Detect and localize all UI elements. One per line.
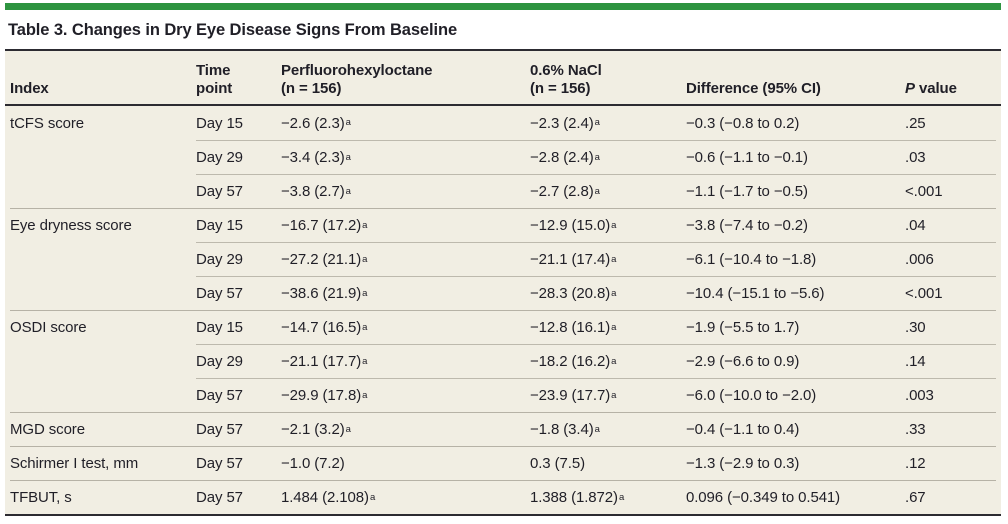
cell-pvalue: <.001: [905, 276, 996, 310]
cell-timepoint: Day 15: [196, 310, 281, 344]
table-row: tCFS score Day 15 −2.6 (2.3) a −2.3 (2.4)…: [5, 106, 1001, 140]
cell-nacl: −28.3 (20.8) a: [530, 276, 686, 310]
table-row: Schirmer I test, mm Day 57 −1.0 (7.2) 0.…: [5, 446, 1001, 480]
cell-difference: −0.6 (−1.1 to −0.1): [686, 140, 905, 174]
table-row: MGD score Day 57 −2.1 (3.2) a −1.8 (3.4) a…: [5, 412, 1001, 446]
cell-index: MGD score: [10, 412, 196, 446]
cell-nacl: −2.3 (2.4) a: [530, 114, 600, 132]
cell-timepoint: Day 29: [196, 140, 281, 174]
cell-pvalue: .04: [905, 208, 996, 242]
cell-pfho: −29.9 (17.8) a: [281, 378, 530, 412]
accent-bar: [5, 3, 1001, 10]
cell-nacl: −12.9 (15.0) a: [530, 208, 686, 242]
cell-index: OSDI score: [10, 310, 196, 344]
cell-pfho: −14.7 (16.5) a: [281, 310, 530, 344]
cell-nacl: −2.8 (2.4) a: [530, 140, 686, 174]
cell-timepoint: Day 29: [196, 344, 281, 378]
cell-pvalue: .25: [905, 114, 926, 132]
table-header-row: Index Time point Perfluorohexyloctane (n…: [5, 51, 1001, 106]
cell-nacl: −21.1 (17.4) a: [530, 242, 686, 276]
cell-difference: −3.8 (−7.4 to −0.2): [686, 208, 905, 242]
cell-difference: −10.4 (−15.1 to −5.6): [686, 276, 905, 310]
cell-index: Schirmer I test, mm: [10, 446, 196, 480]
cell-difference: −2.9 (−6.6 to 0.9): [686, 344, 905, 378]
cell-timepoint: Day 15: [196, 114, 243, 132]
table-row: TFBUT, s Day 57 1.484 (2.108) a 1.388 (1.…: [5, 480, 1001, 514]
cell-pvalue: .33: [905, 412, 996, 446]
cell-timepoint: Day 57: [196, 174, 281, 208]
cell-index: tCFS score: [10, 114, 85, 132]
cell-timepoint: Day 57: [196, 480, 281, 514]
cell-nacl: −12.8 (16.1) a: [530, 310, 686, 344]
cell-index: [10, 276, 196, 310]
cell-difference: −1.9 (−5.5 to 1.7): [686, 310, 905, 344]
cell-nacl: −23.9 (17.7) a: [530, 378, 686, 412]
cell-pvalue: .006: [905, 242, 996, 276]
cell-pfho: −3.4 (2.3) a: [281, 140, 530, 174]
cell-timepoint: Day 29: [196, 242, 281, 276]
table-row: Day 29 −3.4 (2.3) a −2.8 (2.4) a −0.6 (−1.…: [5, 140, 1001, 174]
cell-pfho: −38.6 (21.9) a: [281, 276, 530, 310]
cell-pvalue: <.001: [905, 174, 996, 208]
table-row: OSDI score Day 15 −14.7 (16.5) a −12.8 (1…: [5, 310, 1001, 344]
cell-index: [10, 174, 196, 208]
cell-pvalue: .12: [905, 446, 996, 480]
table-title: Table 3. Changes in Dry Eye Disease Sign…: [5, 10, 1001, 51]
cell-pfho: −27.2 (21.1) a: [281, 242, 530, 276]
cell-pvalue: .03: [905, 140, 996, 174]
cell-nacl: −2.7 (2.8) a: [530, 174, 686, 208]
cell-index: [10, 378, 196, 412]
cell-difference: −6.0 (−10.0 to −2.0): [686, 378, 905, 412]
cell-pvalue: .14: [905, 344, 996, 378]
cell-pfho: 1.484 (2.108) a: [281, 480, 530, 514]
cell-pvalue: .67: [905, 480, 996, 514]
cell-nacl: −18.2 (16.2) a: [530, 344, 686, 378]
cell-timepoint: Day 57: [196, 446, 281, 480]
cell-index: Eye dryness score: [10, 208, 196, 242]
cell-timepoint: Day 15: [196, 208, 281, 242]
cell-nacl: 1.388 (1.872) a: [530, 480, 686, 514]
header-difference: Difference (95% CI): [686, 79, 821, 97]
header-nacl: 0.6% NaCl (n = 156): [530, 62, 602, 97]
header-p-value: P value: [905, 79, 957, 97]
cell-timepoint: Day 57: [196, 276, 281, 310]
cell-pfho: −21.1 (17.7) a: [281, 344, 530, 378]
cell-pfho: −16.7 (17.2) a: [281, 208, 530, 242]
table-row: Day 57 −38.6 (21.9) a −28.3 (20.8) a −10.4…: [5, 276, 1001, 310]
header-index: Index: [10, 79, 49, 97]
table-row: Day 29 −21.1 (17.7) a −18.2 (16.2) a −2.9 …: [5, 344, 1001, 378]
cell-difference: −1.1 (−1.7 to −0.5): [686, 174, 905, 208]
cell-timepoint: Day 57: [196, 378, 281, 412]
data-table: Index Time point Perfluorohexyloctane (n…: [5, 51, 1001, 516]
cell-difference: −1.3 (−2.9 to 0.3): [686, 446, 905, 480]
cell-pfho: −1.0 (7.2): [281, 446, 530, 480]
table-row: Day 57 −29.9 (17.8) a −23.9 (17.7) a −6.0 …: [5, 378, 1001, 412]
cell-pvalue: .30: [905, 310, 996, 344]
table-row: Day 29 −27.2 (21.1) a −21.1 (17.4) a −6.1 …: [5, 242, 1001, 276]
cell-difference: −0.4 (−1.1 to 0.4): [686, 412, 905, 446]
cell-pfho: −3.8 (2.7) a: [281, 174, 530, 208]
table-row: Day 57 −3.8 (2.7) a −2.7 (2.8) a −1.1 (−1.…: [5, 174, 1001, 208]
cell-timepoint: Day 57: [196, 412, 281, 446]
cell-pfho: −2.1 (3.2) a: [281, 412, 530, 446]
table-row: Eye dryness score Day 15 −16.7 (17.2) a −…: [5, 208, 1001, 242]
cell-index: [10, 242, 196, 276]
cell-index: [10, 140, 196, 174]
cell-index: [10, 344, 196, 378]
cell-difference: −6.1 (−10.4 to −1.8): [686, 242, 905, 276]
header-time-point: Time point: [196, 62, 233, 97]
header-perfluorohexyloctane: Perfluorohexyloctane (n = 156): [281, 62, 433, 97]
cell-pfho: −2.6 (2.3) a: [281, 114, 351, 132]
cell-nacl: −1.8 (3.4) a: [530, 412, 686, 446]
cell-pvalue: .003: [905, 378, 996, 412]
cell-difference: 0.096 (−0.349 to 0.541): [686, 480, 905, 514]
cell-index: TFBUT, s: [10, 480, 196, 514]
cell-nacl: 0.3 (7.5): [530, 446, 686, 480]
cell-difference: −0.3 (−0.8 to 0.2): [686, 114, 800, 132]
